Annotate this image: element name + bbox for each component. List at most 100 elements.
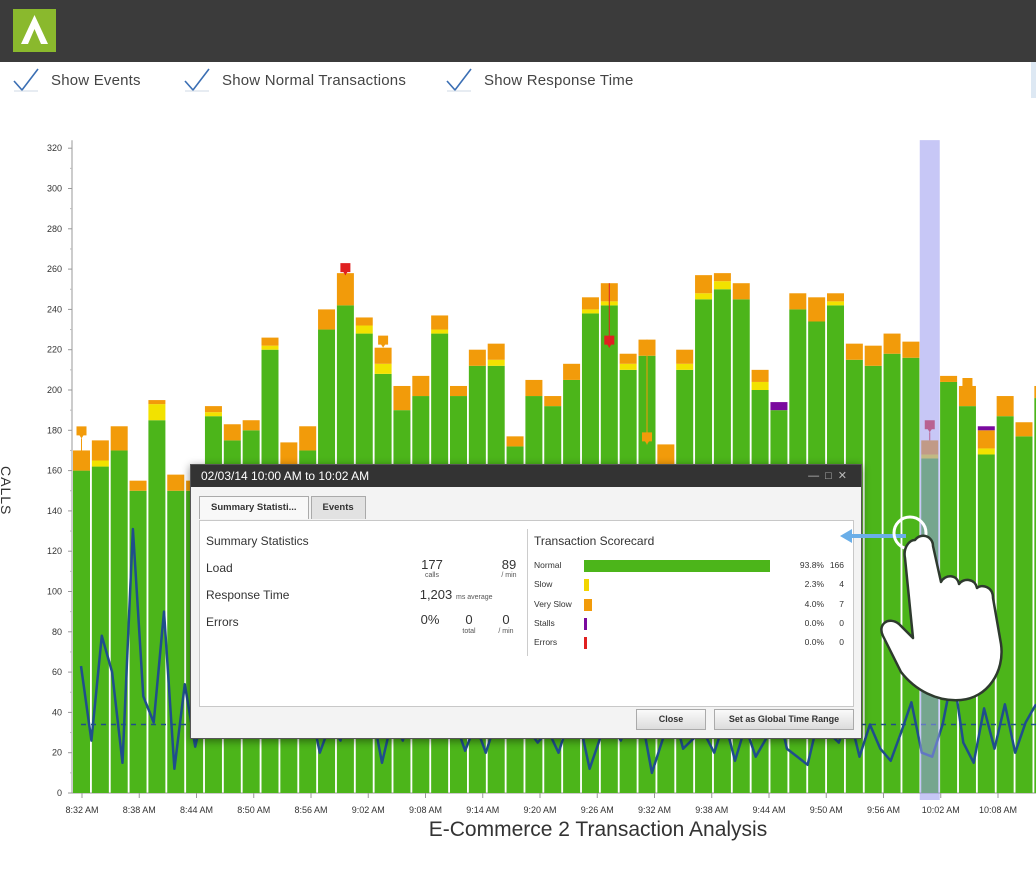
bar-slow[interactable]	[374, 363, 392, 374]
bar-slow[interactable]	[261, 345, 279, 350]
bar-slow[interactable]	[695, 293, 713, 300]
bar-very-slow[interactable]	[318, 309, 336, 330]
x-tick-label: 8:38 AM	[123, 805, 156, 815]
load-rate: 89	[501, 557, 517, 572]
bar-very-slow[interactable]	[1034, 385, 1036, 399]
tab-summary-statistics[interactable]: Summary Statisti...	[199, 496, 309, 519]
bar-very-slow[interactable]	[110, 426, 128, 451]
show-normal-transactions-checkbox[interactable]: Show Normal Transactions	[184, 66, 406, 94]
bar-very-slow[interactable]	[996, 396, 1014, 417]
bar-very-slow[interactable]	[713, 273, 731, 282]
bar-very-slow[interactable]	[845, 343, 863, 360]
bar-very-slow[interactable]	[167, 474, 185, 491]
close-button[interactable]: Close	[636, 709, 706, 730]
bar-slow[interactable]	[619, 363, 637, 370]
bar-very-slow[interactable]	[563, 363, 581, 380]
bar-very-slow[interactable]	[242, 420, 260, 431]
tab-events[interactable]: Events	[310, 496, 366, 519]
page-caption: E-Commerce 2 Transaction Analysis	[428, 818, 768, 841]
bar-very-slow[interactable]	[148, 400, 166, 405]
bar-slow[interactable]	[148, 404, 166, 421]
bar-very-slow[interactable]	[299, 426, 317, 451]
bar-very-slow[interactable]	[204, 406, 222, 413]
bar-very-slow[interactable]	[412, 375, 430, 397]
bar-very-slow[interactable]	[431, 315, 449, 330]
bar-very-slow[interactable]	[751, 369, 769, 382]
bar-very-slow[interactable]	[789, 293, 807, 310]
bar-very-slow[interactable]	[619, 353, 637, 364]
bar-normal[interactable]	[864, 365, 882, 793]
bar-normal[interactable]	[996, 416, 1014, 793]
bar-slow[interactable]	[827, 301, 844, 306]
bar-slow[interactable]	[431, 329, 449, 334]
bar-slow[interactable]	[713, 281, 731, 290]
bar-slow[interactable]	[355, 325, 373, 334]
bar-normal[interactable]	[1015, 436, 1033, 793]
bar-very-slow[interactable]	[1015, 422, 1033, 437]
bar-very-slow[interactable]	[864, 345, 882, 366]
bar-very-slow[interactable]	[468, 349, 486, 366]
bar-very-slow[interactable]	[808, 297, 826, 322]
bar-normal[interactable]	[91, 466, 109, 793]
bar-stalls[interactable]	[770, 402, 788, 411]
event-marker	[378, 335, 389, 348]
maximize-icon[interactable]: □	[825, 470, 838, 482]
app-logo-icon[interactable]	[13, 9, 56, 52]
bar-normal[interactable]	[148, 420, 166, 793]
bar-very-slow[interactable]	[280, 442, 298, 467]
event-marker	[340, 263, 351, 276]
bar-very-slow[interactable]	[544, 396, 562, 407]
bar-very-slow[interactable]	[676, 349, 694, 364]
panel-divider	[527, 529, 528, 656]
bar-normal[interactable]	[883, 353, 901, 793]
close-icon[interactable]: ✕	[837, 470, 853, 482]
bar-very-slow[interactable]	[581, 297, 599, 310]
bar-slow[interactable]	[487, 359, 505, 366]
bar-very-slow[interactable]	[902, 341, 920, 358]
bar-very-slow[interactable]	[525, 379, 543, 397]
bar-very-slow[interactable]	[450, 385, 467, 397]
minimize-icon[interactable]: —	[808, 470, 826, 482]
bar-normal[interactable]	[73, 470, 90, 793]
bar-very-slow[interactable]	[977, 430, 995, 449]
bar-very-slow[interactable]	[506, 436, 524, 447]
y-tick-label: 100	[47, 587, 62, 597]
bar-normal[interactable]	[1034, 398, 1036, 793]
show-response-time-checkbox[interactable]: Show Response Time	[446, 66, 634, 94]
x-tick-label: 8:50 AM	[237, 805, 270, 815]
bar-very-slow[interactable]	[695, 275, 713, 294]
bar-very-slow[interactable]	[223, 424, 241, 441]
show-events-label: Show Events	[51, 71, 141, 89]
x-tick-label: 9:32 AM	[638, 805, 671, 815]
bar-very-slow[interactable]	[940, 375, 958, 382]
bar-very-slow[interactable]	[355, 317, 373, 326]
bar-very-slow[interactable]	[827, 293, 844, 302]
bar-very-slow[interactable]	[393, 385, 411, 411]
bar-very-slow[interactable]	[336, 273, 354, 306]
bar-very-slow[interactable]	[732, 283, 750, 300]
bar-slow[interactable]	[676, 363, 694, 370]
bar-slow[interactable]	[91, 460, 109, 467]
scorecard-bar	[584, 637, 587, 650]
bar-very-slow[interactable]	[91, 440, 109, 461]
bar-slow[interactable]	[204, 412, 222, 417]
bar-slow[interactable]	[581, 309, 599, 314]
bar-normal[interactable]	[129, 490, 147, 793]
bar-very-slow[interactable]	[958, 385, 976, 407]
x-tick-label: 9:44 AM	[752, 805, 785, 815]
bar-very-slow[interactable]	[374, 347, 392, 364]
bar-very-slow[interactable]	[129, 480, 147, 491]
set-global-time-range-button[interactable]: Set as Global Time Range	[714, 709, 854, 730]
bar-stalls[interactable]	[977, 426, 995, 431]
x-tick-label: 9:56 AM	[867, 805, 900, 815]
bar-very-slow[interactable]	[657, 444, 675, 465]
bar-very-slow[interactable]	[487, 343, 505, 360]
bar-slow[interactable]	[751, 381, 769, 390]
bar-very-slow[interactable]	[73, 450, 90, 471]
x-tick-label: 10:02 AM	[922, 805, 960, 815]
show-events-checkbox[interactable]: Show Events	[13, 66, 141, 94]
bar-very-slow[interactable]	[261, 337, 279, 346]
popup-titlebar[interactable]: 02/03/14 10:00 AM to 10:02 AM —□✕	[191, 465, 861, 487]
bar-very-slow[interactable]	[883, 333, 901, 354]
bar-slow[interactable]	[977, 448, 995, 455]
